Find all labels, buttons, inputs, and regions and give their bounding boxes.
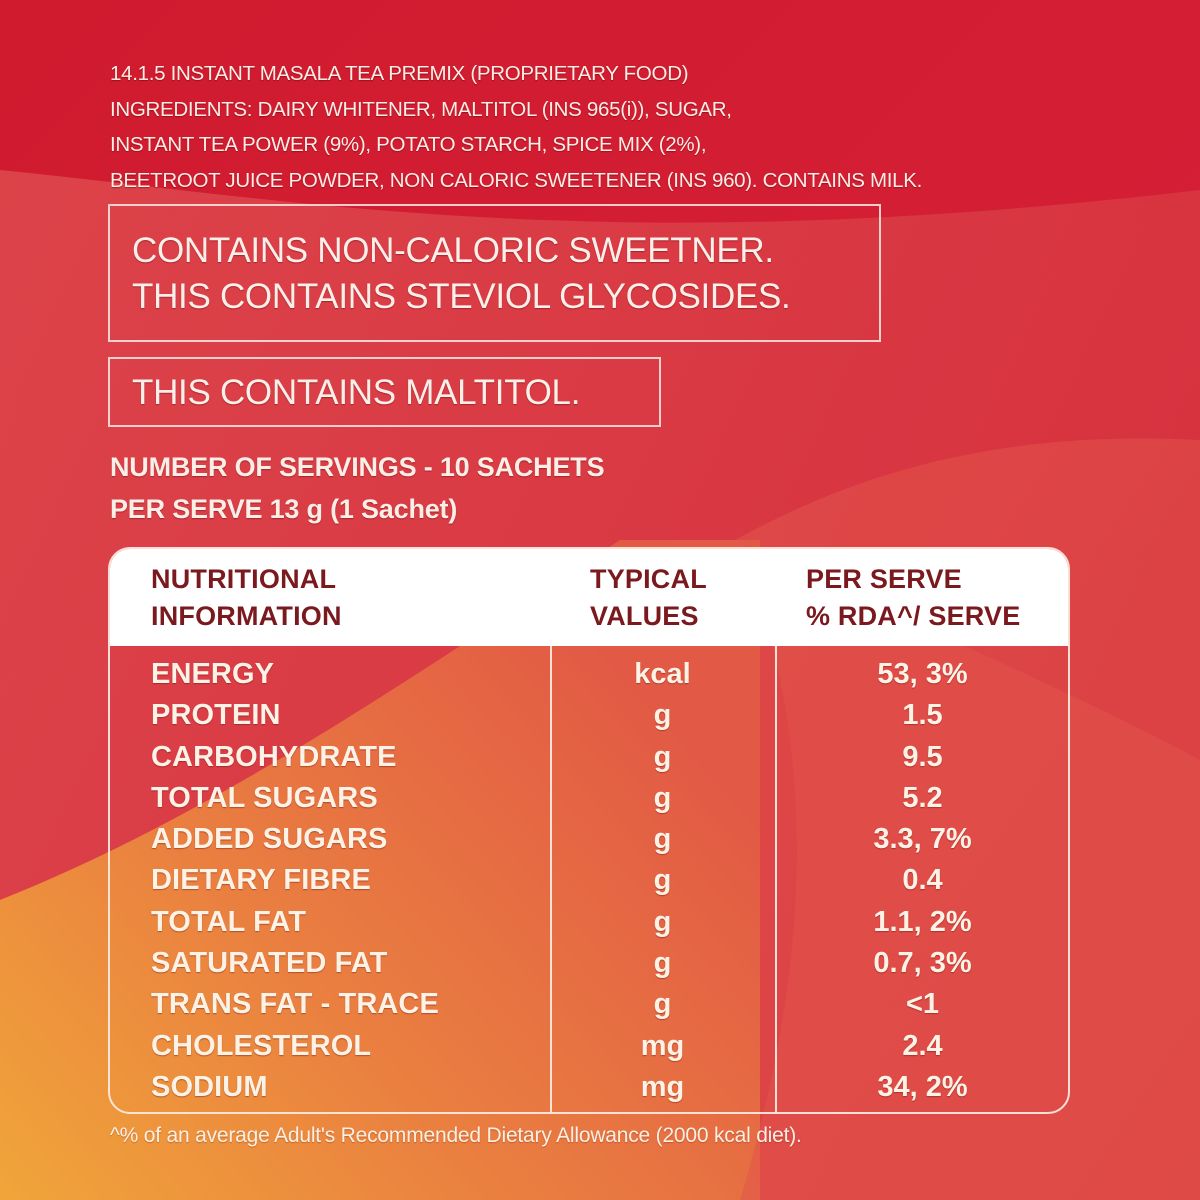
nutrient-unit: mg <box>640 1029 685 1062</box>
header-text: % RDA^/ SERVE <box>806 601 1021 631</box>
nutrition-table: NUTRITIONAL INFORMATION TYPICAL VALUES P… <box>108 547 1070 1114</box>
nutrient-value: 9.5 <box>902 740 943 773</box>
nutrient-name: TOTAL SUGARS <box>151 781 378 814</box>
ingredients-line: INSTANT TEA POWER (9%), POTATO STARCH, S… <box>110 133 707 156</box>
header-nutritional-information: NUTRITIONAL INFORMATION <box>151 561 342 635</box>
sweetener-warning-box: CONTAINS NON-CALORIC SWEETNER. THIS CONT… <box>108 204 881 342</box>
table-row: PROTEIN g 1.5 <box>110 695 1068 736</box>
maltitol-warning-box: THIS CONTAINS MALTITOL. <box>108 357 661 427</box>
header-typical-values: TYPICAL VALUES <box>590 561 707 635</box>
nutrient-value: 2.4 <box>902 1029 943 1062</box>
nutrient-value: 3.3, 7% <box>873 823 972 856</box>
table-row: ENERGY kcal 53, 3% <box>110 654 1068 695</box>
header-text: INFORMATION <box>151 601 342 631</box>
table-row: CHOLESTEROL mg 2.4 <box>110 1026 1068 1067</box>
table-row: CARBOHYDRATE g 9.5 <box>110 737 1068 778</box>
header-text: TYPICAL <box>590 564 707 594</box>
steviol-warning-line: THIS CONTAINS STEVIOL GLYCOSIDES. <box>132 277 791 316</box>
nutrient-name: TOTAL FAT <box>151 905 307 938</box>
nutrient-name: ENERGY <box>151 658 275 690</box>
table-row: SATURATED FAT g 0.7, 3% <box>110 943 1068 984</box>
nutrient-name: DIETARY FIBRE <box>151 864 371 897</box>
nutrient-unit: g <box>653 823 672 856</box>
nutrient-name: CHOLESTEROL <box>151 1029 372 1062</box>
table-row: TRANS FAT - TRACE g <1 <box>110 984 1068 1025</box>
sweetener-warning-line: CONTAINS NON-CALORIC SWEETNER. <box>132 231 774 270</box>
nutrient-name: SODIUM <box>151 1070 268 1103</box>
nutrient-value: 5.2 <box>902 781 943 814</box>
nutrient-name: ADDED SUGARS <box>151 823 388 856</box>
nutrient-unit: g <box>653 988 672 1021</box>
column-divider <box>550 646 552 1112</box>
nutrient-unit: g <box>653 781 672 814</box>
nutrient-unit: g <box>653 699 672 732</box>
nutrient-unit: g <box>653 740 672 773</box>
nutrient-unit: mg <box>640 1070 685 1103</box>
column-divider <box>775 646 777 1112</box>
ingredients-line: INGREDIENTS: DAIRY WHITENER, MALTITOL (I… <box>110 97 732 121</box>
header-text: NUTRITIONAL <box>151 564 337 594</box>
header-text: VALUES <box>590 601 699 631</box>
nutrient-value: 1.1, 2% <box>873 905 972 938</box>
table-row: ADDED SUGARS g 3.3, 7% <box>110 819 1068 860</box>
ingredients-block: 14.1.5 INSTANT MASALA TEA PREMIX (PROPRI… <box>110 56 1110 198</box>
nutrient-value: 0.4 <box>902 864 943 897</box>
table-row: SODIUM mg 34, 2% <box>110 1067 1068 1108</box>
nutrient-unit: g <box>653 905 672 938</box>
nutrient-unit: g <box>653 947 672 980</box>
table-row: DIETARY FIBRE g 0.4 <box>110 860 1068 901</box>
table-row: TOTAL SUGARS g 5.2 <box>110 778 1068 819</box>
header-per-serve-rda: PER SERVE % RDA^/ SERVE <box>806 561 1020 635</box>
servings-info: NUMBER OF SERVINGS - 10 SACHETS PER SERV… <box>110 446 605 530</box>
product-category-line: 14.1.5 INSTANT MASALA TEA PREMIX (PROPRI… <box>110 62 689 85</box>
nutrient-value: 34, 2% <box>877 1070 968 1103</box>
nutrient-name: CARBOHYDRATE <box>151 740 397 773</box>
nutrient-name: SATURATED FAT <box>151 947 388 980</box>
servings-count: NUMBER OF SERVINGS - 10 SACHETS <box>110 452 605 482</box>
nutrient-value: 0.7, 3% <box>873 947 972 980</box>
ingredients-line: BEETROOT JUICE POWDER, NON CALORIC SWEET… <box>110 168 923 192</box>
nutrient-unit: g <box>653 864 672 897</box>
maltitol-warning-text: THIS CONTAINS MALTITOL. <box>132 373 581 412</box>
nutrient-unit: kcal <box>634 658 691 690</box>
header-text: PER SERVE <box>806 564 962 594</box>
nutrient-value: <1 <box>905 988 940 1021</box>
serving-size: PER SERVE 13 g (1 Sachet) <box>110 494 458 524</box>
nutrition-table-header: NUTRITIONAL INFORMATION TYPICAL VALUES P… <box>110 549 1068 646</box>
nutrient-name: TRANS FAT - TRACE <box>151 988 439 1021</box>
table-row: TOTAL FAT g 1.1, 2% <box>110 902 1068 943</box>
nutrition-table-body: ENERGY kcal 53, 3% PROTEIN g 1.5 CARBOHYDRAT… <box>110 654 1068 1108</box>
rda-footnote: ^% of an average Adult's Recommended Die… <box>110 1124 802 1147</box>
nutrient-value: 1.5 <box>902 699 943 732</box>
nutrient-name: PROTEIN <box>151 699 281 732</box>
nutrient-value: 53, 3% <box>877 658 968 690</box>
